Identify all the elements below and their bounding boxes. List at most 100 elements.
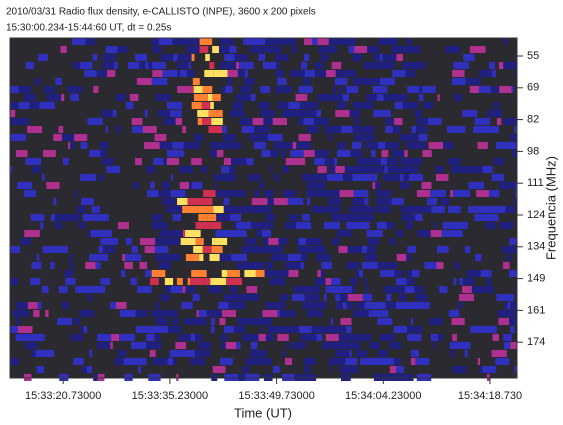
texture-cell — [85, 38, 95, 45]
texture-cell — [358, 350, 367, 357]
texture-cell — [335, 302, 342, 309]
texture-cell — [487, 110, 502, 117]
texture-cell — [189, 62, 191, 69]
texture-cell — [46, 182, 59, 189]
texture-cell — [395, 94, 408, 101]
texture-cell — [255, 38, 265, 45]
texture-cell — [373, 110, 383, 117]
texture-cell — [192, 86, 194, 93]
texture-cell — [146, 166, 150, 173]
y-axis-label: Frequencia (MHz) — [543, 156, 558, 260]
texture-cell — [302, 214, 309, 221]
texture-cell — [282, 350, 285, 357]
texture-cell — [55, 78, 62, 85]
texture-cell — [464, 342, 471, 349]
y-tick-label: 134 — [527, 241, 545, 253]
texture-cell — [448, 158, 460, 165]
texture-cell — [244, 270, 256, 277]
texture-cell — [202, 350, 210, 357]
texture-cell — [367, 230, 383, 237]
x-tick-label: 15:33:49.73000 — [238, 390, 314, 402]
texture-cell — [400, 174, 404, 181]
texture-cell — [380, 78, 395, 85]
texture-cell — [203, 246, 212, 253]
texture-cell — [364, 198, 368, 205]
texture-cell — [450, 342, 464, 349]
texture-cell — [265, 38, 277, 45]
texture-cell — [265, 270, 277, 277]
texture-cell — [317, 334, 323, 341]
texture-cell — [355, 334, 364, 341]
texture-cell — [148, 62, 151, 69]
texture-cell — [504, 302, 507, 309]
texture-cell — [120, 310, 136, 317]
texture-cell — [32, 262, 42, 269]
texture-cell — [492, 174, 504, 181]
texture-cell — [429, 318, 443, 325]
texture-cell — [260, 86, 270, 93]
texture-cell — [367, 78, 375, 85]
texture-cell — [407, 270, 412, 277]
texture-cell — [324, 326, 336, 333]
texture-cell — [288, 198, 303, 205]
x-tick-label: 15:33:20.73000 — [25, 390, 101, 402]
texture-cell — [231, 158, 246, 165]
texture-cell — [227, 78, 232, 85]
texture-cell — [496, 142, 511, 149]
texture-cell — [298, 86, 312, 93]
texture-cell — [126, 238, 132, 245]
texture-cell — [274, 198, 288, 205]
texture-cell — [155, 302, 159, 309]
texture-cell — [158, 46, 162, 53]
texture-cell — [216, 190, 230, 197]
texture-cell — [256, 262, 264, 269]
texture-cell — [231, 254, 247, 261]
texture-cell — [315, 174, 328, 181]
texture-cell — [18, 326, 33, 333]
texture-cell — [201, 166, 206, 173]
texture-cell — [403, 174, 408, 181]
texture-cell — [62, 134, 74, 141]
texture-cell — [260, 358, 271, 365]
texture-cell — [285, 262, 300, 269]
texture-cell — [259, 182, 263, 189]
texture-cell — [462, 110, 477, 117]
texture-cell — [450, 126, 465, 133]
texture-cell — [489, 190, 499, 197]
texture-cell — [194, 86, 203, 93]
texture-cell — [397, 254, 407, 261]
texture-cell — [278, 302, 283, 309]
texture-cell — [238, 70, 245, 77]
texture-cell — [493, 158, 504, 165]
texture-cell — [364, 78, 367, 85]
texture-cell — [457, 302, 461, 309]
texture-cell — [228, 70, 238, 77]
texture-cell — [313, 246, 326, 253]
texture-cell — [211, 318, 215, 325]
texture-cell — [219, 318, 225, 325]
texture-cell — [452, 366, 466, 373]
texture-cell — [286, 86, 292, 93]
texture-cell — [310, 182, 325, 189]
texture-cell — [301, 254, 307, 261]
texture-cell — [94, 254, 109, 261]
texture-cell — [325, 286, 339, 293]
texture-cell — [322, 342, 330, 349]
texture-cell — [155, 318, 166, 325]
texture-cell — [220, 334, 227, 341]
texture-cell — [200, 38, 213, 45]
x-axis-label: Time (UT) — [234, 405, 292, 420]
texture-cell — [177, 54, 182, 61]
texture-cell — [497, 118, 501, 125]
texture-cell — [173, 318, 178, 325]
texture-cell — [300, 262, 303, 269]
texture-cell — [345, 166, 357, 173]
texture-cell — [132, 118, 143, 125]
texture-cell — [417, 190, 430, 197]
texture-cell — [31, 190, 36, 197]
texture-cell — [402, 62, 417, 69]
texture-cell — [335, 78, 347, 85]
texture-cell — [193, 294, 200, 301]
texture-cell — [178, 70, 180, 77]
texture-cell — [486, 278, 491, 285]
